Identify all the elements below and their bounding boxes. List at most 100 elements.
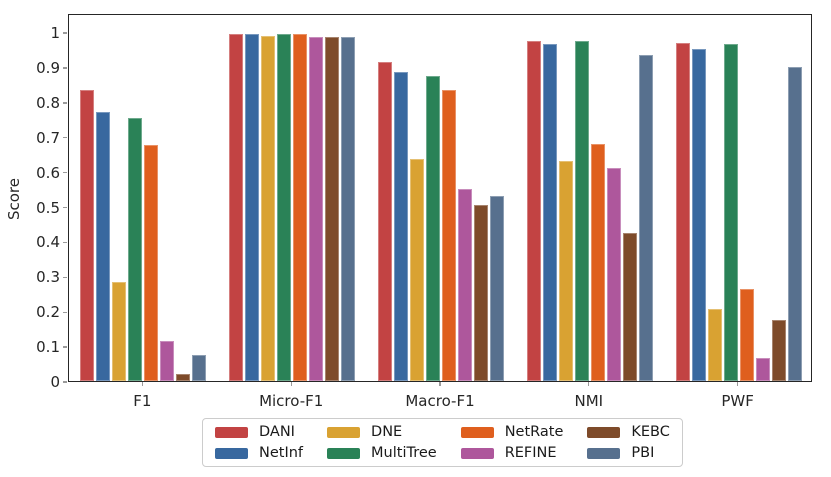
bar-DANI-Micro-F1 <box>229 33 244 381</box>
bar-DANI-NMI <box>526 40 541 381</box>
x-tick-mark <box>588 382 590 386</box>
bar-DNE-F1 <box>112 281 127 381</box>
y-tick-mark <box>63 346 67 348</box>
y-tick-mark <box>63 67 67 69</box>
bar-DANI-PWF <box>675 42 690 381</box>
x-tick-label-F1: F1 <box>133 392 152 410</box>
bar-DNE-PWF <box>707 309 722 381</box>
bar-NetRate-PWF <box>739 288 754 381</box>
legend-swatch-DNE <box>327 426 361 438</box>
plot-area <box>68 14 812 382</box>
y-tick-label: 0.5 <box>36 198 60 217</box>
legend-label-PBI: PBI <box>631 445 655 461</box>
y-tick-mark <box>63 32 67 34</box>
legend-swatch-NetRate <box>460 426 494 438</box>
bar-REFINE-Micro-F1 <box>309 37 324 381</box>
bar-REFINE-NMI <box>606 168 621 381</box>
legend-swatch-PBI <box>587 447 621 459</box>
legend-item-MultiTree: MultiTree <box>327 445 437 461</box>
legend-column: DANI NetInf <box>215 424 303 461</box>
bar-NetRate-NMI <box>590 143 605 381</box>
bar-NetInf-PWF <box>691 49 706 381</box>
bar-KEBC-PWF <box>771 319 786 381</box>
bar-REFINE-PWF <box>755 358 770 381</box>
x-tick-mark <box>290 382 292 386</box>
bar-NetInf-Macro-F1 <box>394 72 408 381</box>
bar-DNE-Micro-F1 <box>261 35 276 381</box>
legend-item-NetInf: NetInf <box>215 445 303 461</box>
y-tick-label: 0 <box>50 373 60 391</box>
y-tick-mark <box>63 241 67 244</box>
bar-PBI-NMI <box>638 54 653 381</box>
legend-item-PBI: PBI <box>587 445 670 461</box>
bar-NetInf-NMI <box>542 44 557 381</box>
bar-KEBC-F1 <box>176 374 191 381</box>
bar-PBI-F1 <box>192 354 207 381</box>
legend-label-NetInf: NetInf <box>259 445 304 461</box>
bar-DNE-NMI <box>558 161 573 381</box>
y-tick-label: 0.3 <box>36 268 60 287</box>
y-tick-mark <box>63 276 67 278</box>
bar-group-Macro-F1 <box>378 61 504 381</box>
legend-label-DANI: DANI <box>259 424 295 440</box>
y-tick-mark <box>63 137 67 139</box>
y-tick-mark <box>63 311 67 313</box>
bar-KEBC-Macro-F1 <box>474 204 488 381</box>
x-tick-mark <box>439 382 441 386</box>
y-tick-mark <box>63 102 67 104</box>
bar-KEBC-Micro-F1 <box>325 37 340 381</box>
x-tick-label-Micro-F1: Micro-F1 <box>259 392 324 410</box>
legend-swatch-NetInf <box>215 447 248 459</box>
bar-REFINE-Macro-F1 <box>458 189 472 381</box>
bar-NetInf-Micro-F1 <box>245 33 260 381</box>
y-tick-mark <box>63 206 67 209</box>
bar-PBI-PWF <box>787 66 802 381</box>
legend-swatch-KEBC <box>587 426 621 438</box>
bar-MultiTree-Micro-F1 <box>277 33 292 381</box>
bar-MultiTree-F1 <box>128 117 143 381</box>
y-tick-label: 0.1 <box>36 338 60 357</box>
legend-column: DNE MultiTree <box>327 424 437 461</box>
legend-label-KEBC: KEBC <box>631 424 670 440</box>
bar-group-F1 <box>80 89 207 381</box>
bar-NetInf-F1 <box>96 112 111 381</box>
x-tick-mark <box>141 382 144 386</box>
legend-item-REFINE: REFINE <box>460 445 564 461</box>
y-tick-label: 0.8 <box>36 93 60 112</box>
x-tick-label-PWF: PWF <box>721 392 754 410</box>
y-tick-mark <box>63 381 67 383</box>
y-tick-label: 0.6 <box>36 163 60 182</box>
bar-MultiTree-Macro-F1 <box>426 75 440 381</box>
legend-swatch-MultiTree <box>327 447 361 459</box>
x-tick-label-NMI: NMI <box>574 392 604 410</box>
y-tick-label: 0.7 <box>36 128 60 147</box>
legend-swatch-DANI <box>215 426 248 438</box>
legend: DANI NetInf DNE MultiTree NetRate REFINE KEBC P… <box>202 418 683 467</box>
bar-MultiTree-NMI <box>574 40 589 381</box>
legend-label-DNE: DNE <box>371 424 403 440</box>
legend-item-DNE: DNE <box>327 424 437 440</box>
bar-DANI-F1 <box>80 89 95 381</box>
legend-label-REFINE: REFINE <box>504 445 557 461</box>
bar-MultiTree-PWF <box>723 44 738 381</box>
legend-swatch-REFINE <box>460 447 494 459</box>
y-tick-label: 0.9 <box>36 58 60 77</box>
bar-NetRate-F1 <box>144 145 159 381</box>
bar-group-Micro-F1 <box>229 33 356 381</box>
y-tick-label: 1 <box>50 24 60 43</box>
bar-PBI-Micro-F1 <box>341 37 356 381</box>
bar-NetRate-Macro-F1 <box>442 89 456 381</box>
bar-KEBC-NMI <box>622 232 637 381</box>
y-axis-label: Score <box>5 178 23 221</box>
legend-label-NetRate: NetRate <box>504 424 564 440</box>
bar-group-PWF <box>675 42 802 381</box>
x-tick-label-Macro-F1: Macro-F1 <box>405 392 475 410</box>
legend-item-KEBC: KEBC <box>587 424 670 440</box>
legend-column: KEBC PBI <box>587 424 670 461</box>
bar-DNE-Macro-F1 <box>410 159 424 381</box>
x-tick-mark <box>736 382 739 386</box>
bar-PBI-Macro-F1 <box>490 196 504 381</box>
bar-DANI-Macro-F1 <box>378 61 392 381</box>
y-tick-mark <box>63 171 67 174</box>
